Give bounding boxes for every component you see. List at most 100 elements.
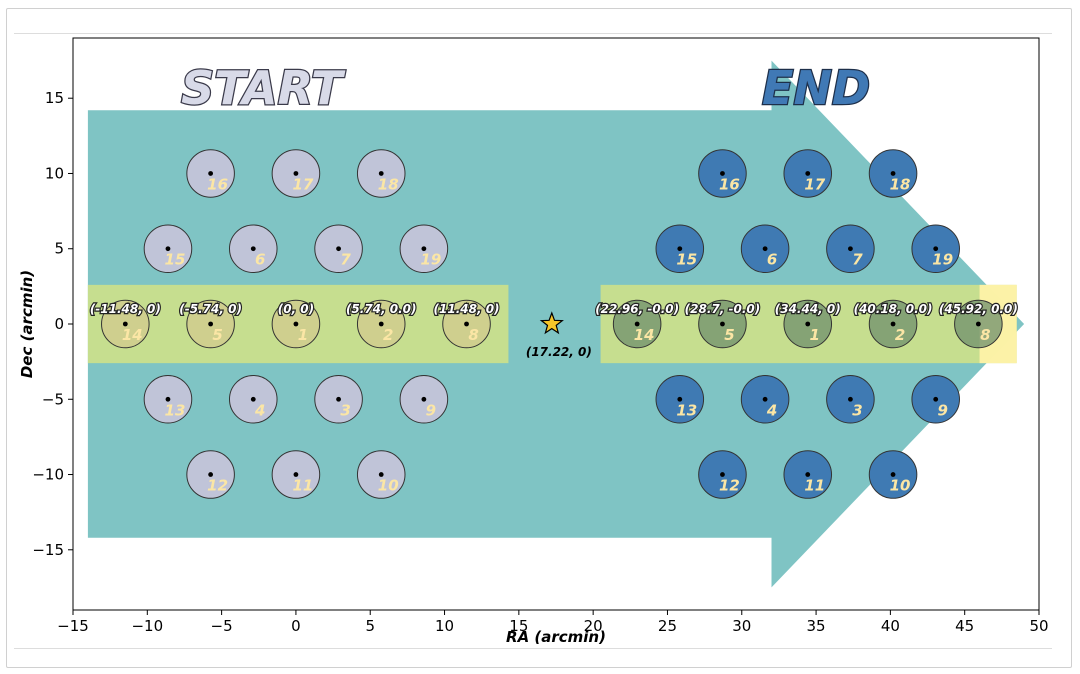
start-number-11: 11 <box>292 477 313 495</box>
star-label: (17.22, 0) <box>526 345 592 359</box>
x-tick-label-11: 40 <box>881 617 900 635</box>
end-number-17: 17 <box>804 175 825 193</box>
coord-label-8: (40.18, 0.0) <box>854 302 933 316</box>
coord-label-6: (28.7, -0.0) <box>685 302 761 316</box>
start-number-5: 5 <box>212 326 222 344</box>
x-tick-label-4: 5 <box>365 617 375 635</box>
end-center-dot-6 <box>762 246 768 252</box>
top-divider <box>14 33 1052 34</box>
end-center-dot-15 <box>677 246 683 252</box>
start-center-dot-4 <box>250 396 256 402</box>
start-number-15: 15 <box>165 251 186 269</box>
end-center-dot-16 <box>720 171 725 176</box>
end-number-14: 14 <box>634 326 655 344</box>
coord-label-9: (45.92, 0.0) <box>939 302 1018 316</box>
x-tick-label-5: 10 <box>435 617 454 635</box>
end-number-13: 13 <box>676 401 697 419</box>
start-number-4: 4 <box>254 401 265 419</box>
end-center-dot-7 <box>848 246 853 252</box>
start-center-dot-2 <box>378 321 384 327</box>
end-center-dot-8 <box>975 321 981 327</box>
x-tick-label-8: 25 <box>658 617 677 635</box>
end-center-dot-10 <box>890 472 896 477</box>
figure-frame <box>6 8 1072 668</box>
end-center-dot-2 <box>890 321 896 327</box>
y-axis-title: Dec (arcmin) <box>18 270 36 378</box>
end-number-10: 10 <box>890 477 911 495</box>
end-center-dot-19 <box>933 246 939 252</box>
y-tick-label-6: 15 <box>45 89 64 107</box>
end-number-9: 9 <box>937 401 947 419</box>
start-number-13: 13 <box>165 401 186 419</box>
start-center-dot-16 <box>208 171 214 176</box>
start-center-dot-3 <box>336 396 341 402</box>
x-tick-label-10: 35 <box>807 617 826 635</box>
start-center-dot-6 <box>250 246 256 252</box>
end-center-dot-11 <box>805 472 811 477</box>
end-label: END <box>762 61 870 115</box>
start-center-dot-1 <box>293 321 299 327</box>
end-number-18: 18 <box>890 175 911 193</box>
start-center-dot-14 <box>122 321 128 327</box>
end-number-2: 2 <box>895 326 905 344</box>
y-tick-label-0: −15 <box>32 541 64 559</box>
start-number-17: 17 <box>292 175 313 193</box>
x-tick-label-12: 45 <box>955 617 974 635</box>
end-number-3: 3 <box>852 401 862 419</box>
end-center-dot-17 <box>805 171 811 176</box>
end-number-6: 6 <box>767 251 777 269</box>
y-tick-label-4: 5 <box>54 240 64 258</box>
x-tick-label-3: 0 <box>291 617 301 635</box>
start-center-dot-19 <box>421 246 427 252</box>
y-tick-label-3: 0 <box>54 315 64 333</box>
start-center-dot-7 <box>336 246 341 252</box>
y-tick-label-5: 10 <box>45 164 64 182</box>
start-center-dot-12 <box>208 472 214 477</box>
end-center-dot-5 <box>720 321 725 327</box>
start-number-19: 19 <box>420 251 441 269</box>
x-tick-label-13: 50 <box>1029 617 1048 635</box>
start-number-7: 7 <box>340 251 351 269</box>
end-center-dot-12 <box>720 472 725 477</box>
end-number-19: 19 <box>932 251 953 269</box>
end-center-dot-14 <box>634 321 640 327</box>
start-number-1: 1 <box>298 326 308 344</box>
end-number-7: 7 <box>852 251 863 269</box>
start-center-dot-9 <box>421 396 427 402</box>
start-number-18: 18 <box>378 175 399 193</box>
start-center-dot-11 <box>293 472 299 477</box>
start-center-dot-5 <box>208 321 214 327</box>
x-tick-label-1: −10 <box>131 617 163 635</box>
x-axis-title: RA (arcmin) <box>506 628 606 646</box>
end-number-11: 11 <box>804 477 825 495</box>
x-tick-label-7: 20 <box>584 617 603 635</box>
x-tick-label-9: 30 <box>732 617 751 635</box>
end-number-12: 12 <box>719 477 740 495</box>
start-center-dot-8 <box>464 321 469 327</box>
start-number-10: 10 <box>378 477 399 495</box>
end-center-dot-3 <box>848 396 853 402</box>
y-tick-label-2: −5 <box>42 390 64 408</box>
y-tick-label-1: −10 <box>32 466 64 484</box>
coord-label-1: (-5.74, 0) <box>179 302 242 316</box>
end-center-dot-18 <box>890 171 896 176</box>
coord-label-3: (5.74, 0.0) <box>346 302 417 316</box>
end-number-15: 15 <box>676 251 697 269</box>
end-number-5: 5 <box>724 326 734 344</box>
coord-label-5: (22.96, -0.0) <box>595 302 679 316</box>
start-number-8: 8 <box>468 326 478 344</box>
end-number-1: 1 <box>810 326 820 344</box>
coord-label-4: (11.48, 0) <box>434 302 500 316</box>
coord-label-7: (34.44, 0) <box>775 302 841 316</box>
start-center-dot-17 <box>293 171 299 176</box>
x-tick-label-2: −5 <box>211 617 233 635</box>
end-center-dot-4 <box>762 396 768 402</box>
start-number-6: 6 <box>255 251 265 269</box>
start-number-12: 12 <box>207 477 228 495</box>
start-label: START <box>181 61 346 115</box>
start-center-dot-18 <box>378 171 384 176</box>
x-tick-label-0: −15 <box>57 617 89 635</box>
end-number-4: 4 <box>766 401 777 419</box>
coord-label-2: (0, 0) <box>278 302 314 316</box>
